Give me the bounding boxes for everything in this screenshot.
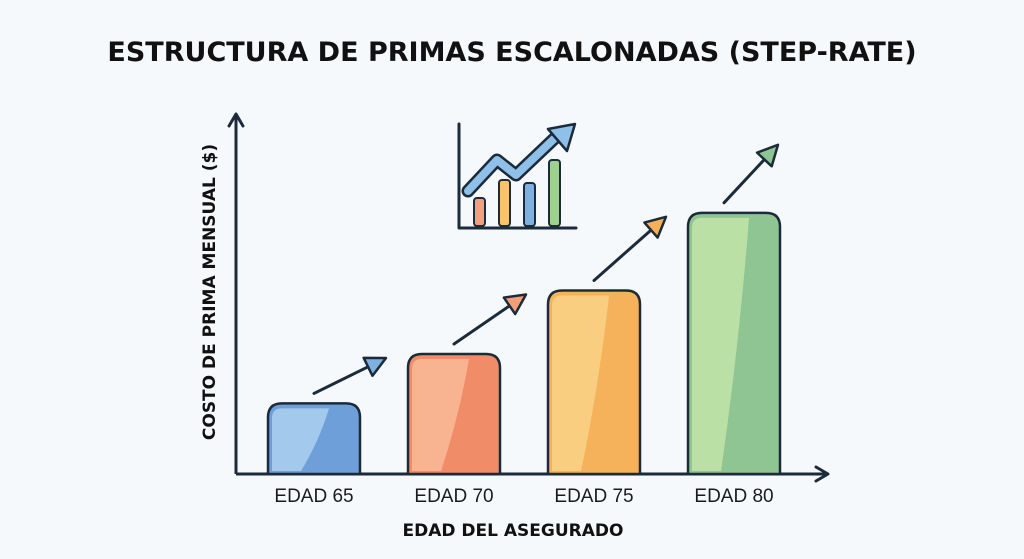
trend-arrow-icon <box>312 356 388 395</box>
trend-arrow-icon <box>722 143 780 205</box>
bars-group <box>266 211 782 476</box>
trend-arrow-icon <box>452 293 528 346</box>
bar <box>686 211 782 476</box>
bar <box>546 289 642 476</box>
growth-chart-icon <box>457 122 578 230</box>
y-axis-arrow-icon <box>227 112 245 128</box>
bar <box>266 402 362 476</box>
x-tick-labels: EDAD 65 EDAD 70 EDAD 75 EDAD 80 <box>274 486 773 507</box>
x-axis-arrow-icon <box>814 465 830 483</box>
x-tick-label: EDAD 70 <box>414 486 493 507</box>
x-tick-label: EDAD 80 <box>694 486 773 507</box>
trend-arrow-icon <box>592 215 668 282</box>
x-tick-label: EDAD 65 <box>274 486 353 507</box>
bar <box>406 352 502 476</box>
chart-title: ESTRUCTURA DE PRIMAS ESCALONADAS (STEP-R… <box>107 37 916 68</box>
step-arrows-group <box>312 143 780 395</box>
x-tick-label: EDAD 75 <box>554 486 633 507</box>
y-axis-title: COSTO DE PRIMA MENSUAL ($) <box>200 144 220 440</box>
x-axis-title: EDAD DEL ASEGURADO <box>403 521 624 541</box>
